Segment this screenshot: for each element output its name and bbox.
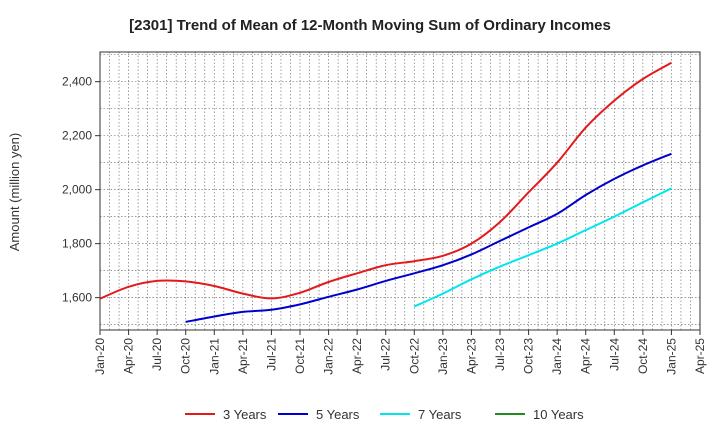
legend-item-7-years: 7 Years xyxy=(380,407,462,422)
legend-label: 3 Years xyxy=(223,407,267,422)
y-axis-label: Amount (million yen) xyxy=(7,133,22,252)
x-tick-label: Jan-22 xyxy=(322,338,336,375)
chart-title: [2301] Trend of Mean of 12-Month Moving … xyxy=(129,17,611,34)
x-tick-label: Apr-20 xyxy=(122,338,136,374)
legend-label: 10 Years xyxy=(533,407,584,422)
x-tick-label: Jul-23 xyxy=(493,338,507,371)
series-line-5-years xyxy=(185,152,672,323)
x-tick-label: Jan-21 xyxy=(207,338,221,375)
legend-item-3-years: 3 Years xyxy=(185,407,267,422)
x-tick-label: Jul-20 xyxy=(150,338,164,371)
legend-label: 7 Years xyxy=(418,407,462,422)
series-lines xyxy=(99,61,672,323)
x-tick-label: Oct-20 xyxy=(179,338,193,374)
y-tick-label: 1,800 xyxy=(62,237,92,251)
x-tick-label: Jul-22 xyxy=(379,338,393,371)
y-axis: 1,600 1,800 2,000 2,200 2,400 xyxy=(62,75,100,305)
legend-label: 5 Years xyxy=(316,407,360,422)
x-tick-label: Apr-23 xyxy=(464,338,478,374)
x-tick-label: Jan-25 xyxy=(664,338,678,375)
x-tick-label: Apr-24 xyxy=(579,338,593,374)
x-tick-label: Apr-25 xyxy=(693,338,707,374)
legend: 3 Years 5 Years 7 Years 10 Years xyxy=(185,407,584,422)
series-line-3-years xyxy=(99,61,672,300)
series-line-7-years xyxy=(413,187,672,308)
x-tick-label: Oct-23 xyxy=(522,338,536,374)
x-tick-label: Apr-21 xyxy=(236,338,250,374)
x-tick-label: Oct-24 xyxy=(636,338,650,374)
legend-item-10-years: 10 Years xyxy=(495,407,584,422)
grid xyxy=(100,52,700,330)
x-tick-label: Jul-24 xyxy=(607,338,621,371)
x-tick-label: Jan-24 xyxy=(550,338,564,375)
x-tick-label: Oct-22 xyxy=(407,338,421,374)
legend-item-5-years: 5 Years xyxy=(278,407,360,422)
y-tick-label: 1,600 xyxy=(62,291,92,305)
x-tick-label: Oct-21 xyxy=(293,338,307,374)
plot-frame xyxy=(99,51,701,331)
x-tick-label: Apr-22 xyxy=(350,338,364,374)
x-tick-label: Jul-21 xyxy=(264,338,278,371)
y-tick-label: 2,200 xyxy=(62,129,92,143)
y-tick-label: 2,000 xyxy=(62,183,92,197)
x-tick-label: Jan-20 xyxy=(93,338,107,375)
y-tick-label: 2,400 xyxy=(62,75,92,89)
x-tick-label: Jan-23 xyxy=(436,338,450,375)
x-axis: Jan-20 Apr-20 Jul-20 Oct-20 Jan-21 Apr-21 Jul-… xyxy=(93,330,707,375)
